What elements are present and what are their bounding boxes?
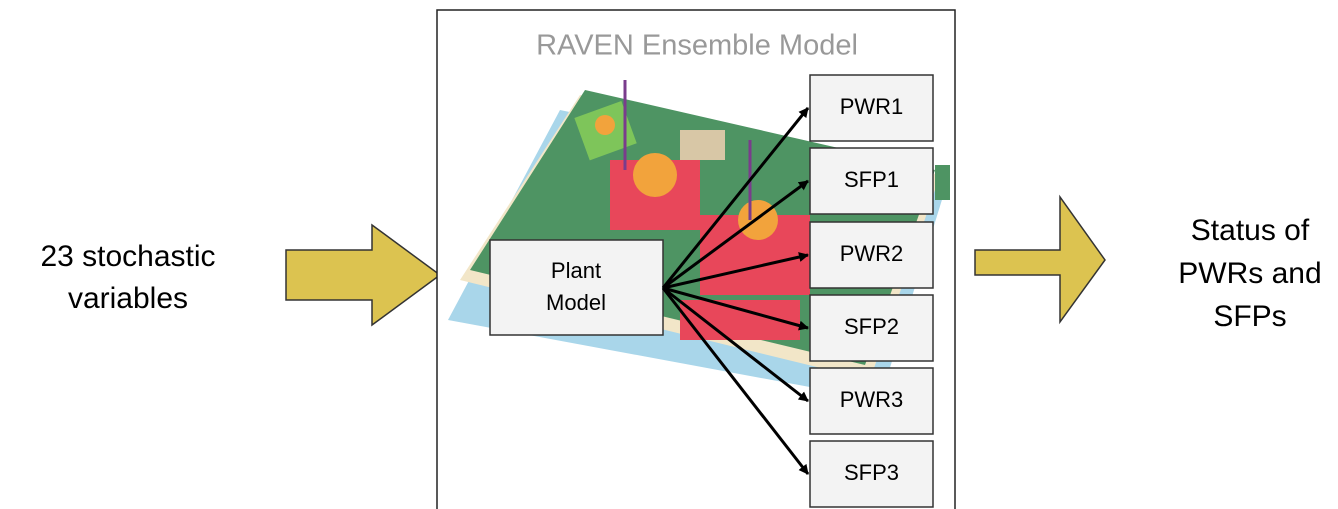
- connector-arrow: [662, 179, 809, 290]
- ensemble-title: RAVEN Ensemble Model: [536, 30, 858, 62]
- output-box: [809, 294, 934, 362]
- output-label: PWR2: [840, 241, 904, 266]
- output-arrow: [974, 194, 1106, 325]
- output-label: SFP3: [844, 460, 899, 485]
- connector-arrow: [662, 286, 809, 331]
- result-label: PWRs and: [1178, 257, 1321, 290]
- result-label: SFPs: [1213, 300, 1286, 333]
- output-box: [809, 440, 934, 508]
- connector-arrow: [661, 287, 810, 475]
- input-arrow: [285, 223, 442, 327]
- plant-label: Plant: [551, 258, 601, 283]
- output-box: [809, 74, 934, 142]
- connector-arrow: [662, 286, 809, 403]
- output-label: PWR1: [840, 94, 904, 119]
- output-label: SFP1: [844, 167, 899, 192]
- result-label: Status of: [1191, 214, 1310, 247]
- output-label: SFP2: [844, 314, 899, 339]
- input-label: 23 stochastic: [40, 240, 215, 273]
- output-label: PWR3: [840, 387, 904, 412]
- output-box: [809, 367, 934, 435]
- plant-label: Model: [546, 290, 606, 315]
- connector-arrow: [662, 252, 809, 290]
- output-box: [809, 221, 934, 289]
- connector-arrow: [661, 107, 810, 289]
- input-label: variables: [68, 282, 188, 315]
- plant-box: [489, 239, 664, 336]
- output-box: [809, 147, 934, 215]
